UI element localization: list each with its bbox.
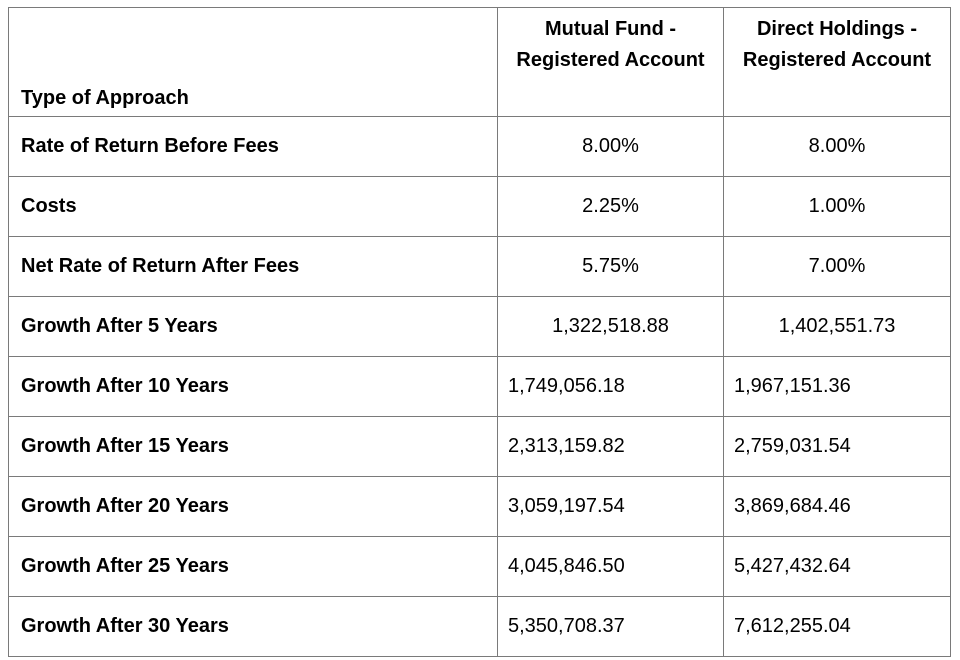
table-row: Growth After 20 Years 3,059,197.54 3,869…: [8, 476, 951, 537]
mutual-fund-value: 8.00%: [497, 116, 724, 177]
table-header: Type of Approach Mutual Fund - Registere…: [8, 7, 951, 117]
mutual-fund-value: 1,749,056.18: [497, 356, 724, 417]
row-label: Growth After 10 Years: [8, 356, 498, 417]
mutual-fund-value: 1,322,518.88: [497, 296, 724, 357]
mutual-fund-value: 2.25%: [497, 176, 724, 237]
row-label: Growth After 20 Years: [8, 476, 498, 537]
table-row: Growth After 10 Years 1,749,056.18 1,967…: [8, 356, 951, 417]
table-row: Costs 2.25% 1.00%: [8, 176, 951, 237]
row-label: Growth After 25 Years: [8, 536, 498, 597]
row-label: Growth After 15 Years: [8, 416, 498, 477]
header-type-of-approach: Type of Approach: [8, 7, 498, 117]
header-mutual-fund: Mutual Fund - Registered Account: [497, 7, 724, 117]
table-row: Growth After 25 Years 4,045,846.50 5,427…: [8, 536, 951, 597]
table-row: Growth After 30 Years 5,350,708.37 7,612…: [8, 596, 951, 657]
mutual-fund-value: 2,313,159.82: [497, 416, 724, 477]
direct-holdings-value: 1.00%: [723, 176, 951, 237]
mutual-fund-value: 5.75%: [497, 236, 724, 297]
row-label: Growth After 30 Years: [8, 596, 498, 657]
table-row: Growth After 5 Years 1,322,518.88 1,402,…: [8, 296, 951, 357]
table-body: Rate of Return Before Fees 8.00% 8.00% C…: [8, 116, 951, 657]
fee-comparison-table: Type of Approach Mutual Fund - Registere…: [8, 7, 951, 657]
direct-holdings-value: 1,967,151.36: [723, 356, 951, 417]
table-row: Rate of Return Before Fees 8.00% 8.00%: [8, 116, 951, 177]
direct-holdings-value: 8.00%: [723, 116, 951, 177]
direct-holdings-value: 5,427,432.64: [723, 536, 951, 597]
direct-holdings-value: 1,402,551.73: [723, 296, 951, 357]
table-row: Net Rate of Return After Fees 5.75% 7.00…: [8, 236, 951, 297]
row-label: Rate of Return Before Fees: [8, 116, 498, 177]
header-direct-holdings: Direct Holdings - Registered Account: [723, 7, 951, 117]
header-row: Type of Approach Mutual Fund - Registere…: [8, 7, 951, 117]
direct-holdings-value: 2,759,031.54: [723, 416, 951, 477]
mutual-fund-value: 4,045,846.50: [497, 536, 724, 597]
direct-holdings-value: 7.00%: [723, 236, 951, 297]
mutual-fund-value: 5,350,708.37: [497, 596, 724, 657]
mutual-fund-value: 3,059,197.54: [497, 476, 724, 537]
table-row: Growth After 15 Years 2,313,159.82 2,759…: [8, 416, 951, 477]
direct-holdings-value: 7,612,255.04: [723, 596, 951, 657]
row-label: Net Rate of Return After Fees: [8, 236, 498, 297]
row-label: Costs: [8, 176, 498, 237]
row-label: Growth After 5 Years: [8, 296, 498, 357]
direct-holdings-value: 3,869,684.46: [723, 476, 951, 537]
